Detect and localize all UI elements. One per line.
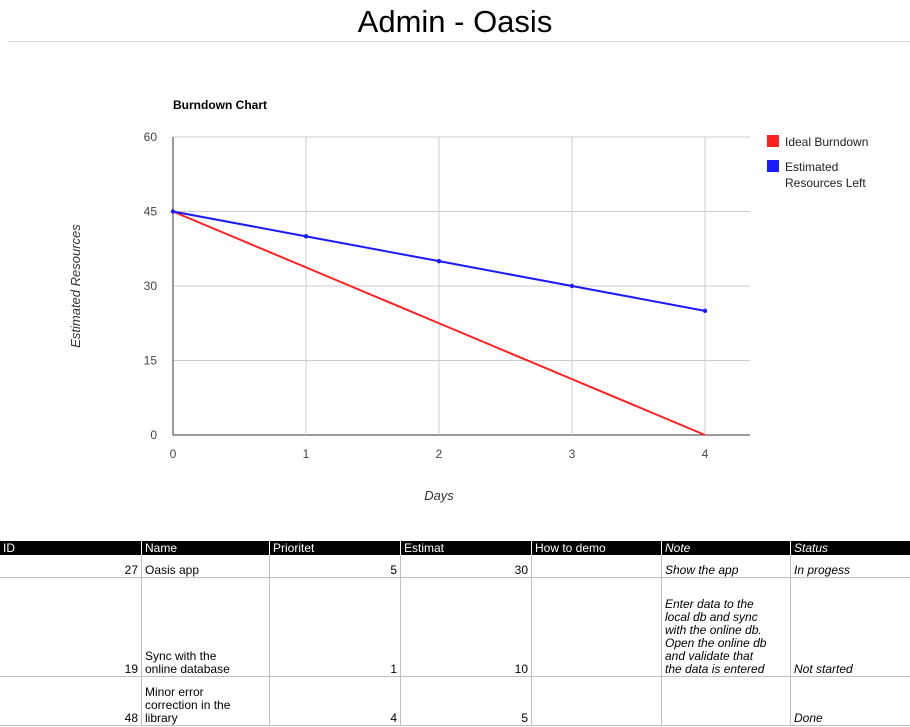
cell-text: 19: [124, 662, 138, 676]
cell-text: 10: [514, 662, 528, 676]
y-tick-label: 45: [144, 205, 158, 219]
burndown-chart[interactable]: Burndown Chart 0 15 30 45 60 0 1 2 3 4 Days Estimate…: [0, 42, 910, 537]
legend-label: Ideal Burndown: [785, 135, 868, 149]
table-row[interactable]: 19 Sync with the online database 1 10 Enter …: [0, 578, 910, 677]
cell-text: 5: [390, 563, 397, 577]
table-row[interactable]: 48 Minor error correction in the library 4…: [0, 677, 910, 726]
chart-canvas: Burndown Chart 0 15 30 45 60 0 1 2 3 4 Days Estimate…: [68, 98, 868, 503]
chart-title: Burndown Chart: [173, 98, 267, 112]
cell-text: Done: [794, 711, 823, 725]
series-point: [436, 258, 442, 264]
title-divider: [8, 41, 910, 42]
cell-text: Oasis app: [145, 563, 200, 577]
x-tick-label: 3: [569, 447, 576, 461]
column-header-demo[interactable]: How to demo: [531, 541, 661, 555]
cell-prioritet[interactable]: 4: [269, 677, 400, 725]
legend-label: Estimated: [785, 160, 838, 174]
y-axis-label: Estimated Resources: [68, 224, 83, 348]
cell-note[interactable]: Enter data to the local db and sync with…: [661, 578, 790, 676]
cell-text: 30: [514, 563, 528, 577]
x-tick-label: 1: [303, 447, 310, 461]
x-axis-label: Days: [424, 488, 454, 503]
cell-text: In progess: [794, 563, 851, 577]
column-header-prioritet[interactable]: Prioritet: [269, 541, 400, 555]
cell-text: Not started: [794, 662, 853, 676]
x-tick-label: 4: [702, 447, 709, 461]
cell-text: 1: [390, 662, 397, 676]
cell-prioritet[interactable]: 5: [269, 556, 400, 577]
series-point: [303, 234, 309, 239]
series-point: [170, 209, 176, 214]
cell-estimat[interactable]: 10: [400, 578, 531, 676]
legend-label: Resources Left: [785, 176, 866, 190]
cell-text: Minor error correction in the library: [145, 685, 231, 725]
cell-id[interactable]: 27: [0, 556, 141, 577]
cell-text: 27: [124, 563, 138, 577]
x-tick-label: 2: [436, 447, 443, 461]
cell-demo[interactable]: [531, 556, 661, 577]
cell-status[interactable]: In progess: [790, 556, 910, 577]
series-line-1: [172, 210, 706, 436]
legend-swatch: [767, 135, 779, 147]
x-tick-label: 0: [170, 447, 177, 461]
column-header-id[interactable]: ID: [3, 541, 15, 555]
y-tick-label: 60: [144, 130, 158, 144]
cell-demo[interactable]: [531, 578, 661, 676]
cell-prioritet[interactable]: 1: [269, 578, 400, 676]
cell-text: Sync with the online database: [145, 649, 230, 676]
cell-name[interactable]: Oasis app: [141, 556, 269, 577]
cell-note[interactable]: [661, 677, 790, 725]
cell-estimat[interactable]: 30: [400, 556, 531, 577]
cell-text: 4: [390, 711, 397, 725]
table-header: ID Name Prioritet Estimat How to demo Note Sta…: [0, 541, 910, 555]
table-row[interactable]: 27 Oasis app 5 30 Show the app In progess: [0, 556, 910, 578]
cell-status[interactable]: Not started: [790, 578, 910, 676]
column-header-name[interactable]: Name: [141, 541, 269, 555]
column-header-note[interactable]: Note: [661, 541, 790, 555]
sheet-title: Admin - Oasis: [357, 4, 553, 39]
series-point: [702, 308, 708, 314]
y-tick-label: 30: [144, 279, 158, 293]
cell-name[interactable]: Minor error correction in the library: [141, 677, 269, 725]
y-tick-label: 0: [150, 428, 157, 442]
cell-status[interactable]: Done: [790, 677, 910, 725]
cell-text: 48: [124, 711, 138, 725]
cell-demo[interactable]: [531, 677, 661, 725]
column-header-status[interactable]: Status: [790, 541, 910, 555]
cell-text: 5: [521, 711, 528, 725]
column-header-estimat[interactable]: Estimat: [400, 541, 531, 555]
series-point: [569, 283, 575, 289]
cell-text: Show the app: [665, 563, 739, 577]
cell-id[interactable]: 48: [0, 677, 141, 725]
y-tick-label: 15: [144, 354, 158, 368]
cell-name[interactable]: Sync with the online database: [141, 578, 269, 676]
cell-note[interactable]: Show the app: [661, 556, 790, 577]
cell-id[interactable]: 19: [0, 578, 141, 676]
cell-text: Enter data to the local db and sync with…: [665, 597, 767, 676]
legend-swatch: [767, 160, 779, 172]
cell-estimat[interactable]: 5: [400, 677, 531, 725]
